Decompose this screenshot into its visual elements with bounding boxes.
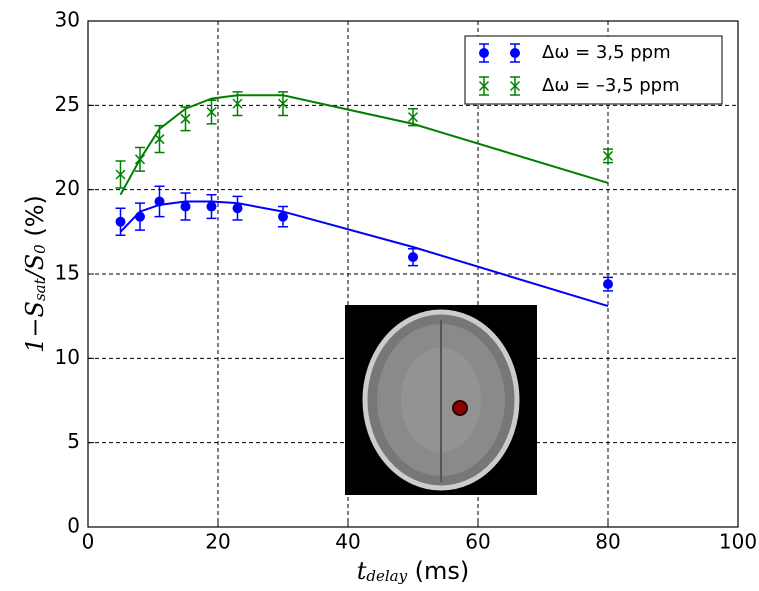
x-tick-label: 40 xyxy=(335,530,360,554)
y-axis-label: 1−Ssat/S0 (%) xyxy=(21,195,50,353)
x-tick-label: 100 xyxy=(719,530,757,554)
marker xyxy=(278,211,288,222)
legend: Δω = 3,5 ppm Δω = –3,5 ppm xyxy=(464,35,723,105)
y-tick-label: 5 xyxy=(67,429,80,453)
y-tick-label: 20 xyxy=(55,176,80,200)
y-label-part: 0 xyxy=(31,244,49,254)
y-label-part: sat xyxy=(31,277,49,301)
marker xyxy=(154,134,165,145)
marker xyxy=(232,98,243,109)
fit-line xyxy=(119,94,609,196)
marker xyxy=(180,201,191,212)
marker xyxy=(134,154,146,165)
x-tick-label: 0 xyxy=(82,530,95,554)
y-label-part: 1− xyxy=(21,318,49,353)
x-label-part: (ms) xyxy=(407,557,469,585)
marker xyxy=(232,203,243,214)
inset-image xyxy=(345,305,537,495)
marker xyxy=(478,80,490,92)
y-tick-label: 30 xyxy=(55,8,80,32)
y-label-part: (%) xyxy=(21,195,49,244)
marker xyxy=(135,211,145,222)
y-tick-label: 10 xyxy=(55,345,80,369)
marks xyxy=(115,91,614,308)
y-tick-label: 25 xyxy=(55,92,80,116)
marker xyxy=(603,279,613,290)
legend-label: Δω = –3,5 ppm xyxy=(542,75,680,96)
x-axis-label: tdelay (ms) xyxy=(357,557,470,586)
legend-box xyxy=(464,35,723,105)
marker xyxy=(277,98,289,109)
marker xyxy=(115,216,126,227)
y-tick-label: 0 xyxy=(67,514,80,538)
x-tick-label: 20 xyxy=(205,530,230,554)
marker xyxy=(206,107,217,118)
marker xyxy=(408,252,418,263)
x-label-part: t xyxy=(357,557,367,585)
marker xyxy=(154,196,165,207)
marker xyxy=(602,150,614,161)
marker xyxy=(115,169,126,180)
marker xyxy=(206,201,217,212)
y-label-part: S xyxy=(21,254,49,270)
y-label-part: / xyxy=(21,267,49,280)
grid xyxy=(87,20,739,528)
x-label-part: delay xyxy=(366,567,407,585)
x-tick-label: 80 xyxy=(595,530,620,554)
marker xyxy=(509,80,521,92)
y-label-part: S xyxy=(21,301,49,317)
marker xyxy=(180,113,191,124)
marker xyxy=(479,48,489,58)
y-tick-label: 15 xyxy=(55,261,80,285)
marker xyxy=(510,48,520,58)
x-tick-label: 60 xyxy=(465,530,490,554)
legend-label: Δω = 3,5 ppm xyxy=(542,42,671,63)
marker xyxy=(407,112,419,123)
